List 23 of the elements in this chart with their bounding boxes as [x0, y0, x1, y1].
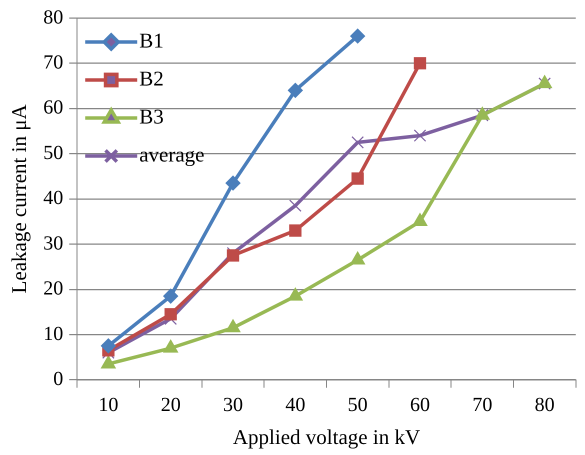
y-tick-label: 40 [43, 187, 64, 210]
y-axis-title: Leakage current in μA [7, 104, 32, 294]
y-tick-label: 20 [43, 278, 64, 300]
x-tick-label: 80 [534, 394, 555, 416]
x-tick-label: 30 [223, 394, 244, 416]
x-tick-label: 40 [285, 394, 306, 416]
x-tick-label: 50 [348, 394, 368, 416]
y-tick-label: 10 [43, 322, 64, 345]
x-tick-label: 10 [98, 394, 118, 416]
x-tick-label: 60 [410, 394, 430, 416]
y-tick-label: 70 [43, 51, 64, 74]
x-tick-label: 70 [472, 394, 492, 416]
legend-label: B2 [139, 66, 164, 91]
legend-label: B3 [139, 104, 164, 129]
y-tick-label: 50 [43, 142, 64, 164]
y-tick-label: 60 [43, 96, 64, 119]
y-tick-label: 0 [53, 368, 64, 390]
x-tick-label: 20 [160, 394, 181, 416]
y-tick-label: 30 [43, 232, 64, 254]
legend-label: B1 [139, 28, 164, 53]
y-tick-label: 80 [43, 6, 64, 28]
x-axis-title: Applied voltage in kV [232, 424, 420, 449]
legend-label: average [139, 142, 204, 167]
